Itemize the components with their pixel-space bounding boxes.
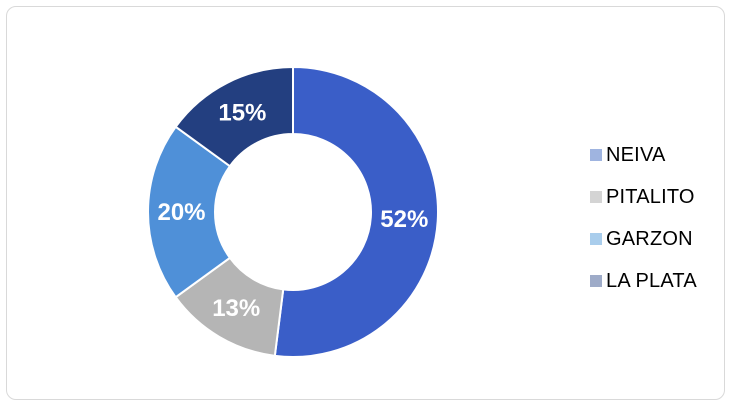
legend-label: PITALITO: [606, 185, 695, 208]
legend-swatch: [590, 233, 602, 245]
legend-item-pitalito: PITALITO: [590, 176, 697, 218]
legend-item-garzon: GARZON: [590, 218, 697, 260]
legend-swatch: [590, 275, 602, 287]
legend-label: GARZON: [606, 227, 693, 250]
legend-label: NEIVA: [606, 143, 666, 166]
slice-la-plata: [174, 65, 294, 168]
data-label-garzon: 20%: [157, 199, 205, 226]
data-label-neiva: 52%: [380, 206, 428, 233]
data-label-la-plata: 15%: [218, 100, 266, 127]
legend-label: LA PLATA: [606, 269, 697, 292]
legend: NEIVA PITALITO GARZON LA PLATA: [590, 134, 697, 302]
slice-garzon: [147, 125, 232, 299]
legend-item-neiva: NEIVA: [590, 134, 697, 176]
legend-swatch: [590, 149, 602, 161]
legend-item-la-plata: LA PLATA: [590, 260, 697, 302]
slice-neiva: [273, 65, 439, 358]
legend-swatch: [590, 191, 602, 203]
data-label-pitalito: 13%: [212, 295, 260, 322]
